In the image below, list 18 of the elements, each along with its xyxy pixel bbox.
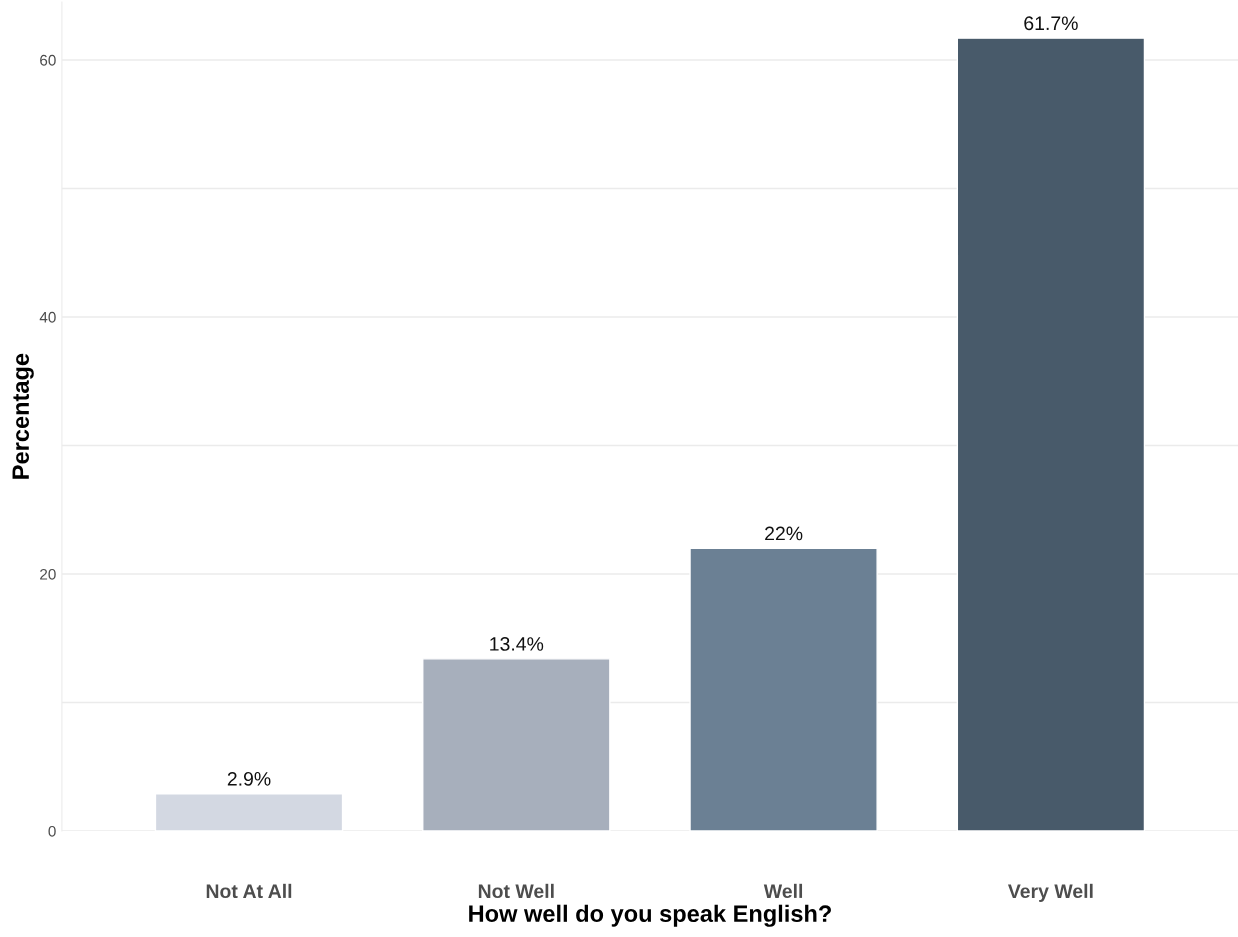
y-tick-label: 60 — [40, 54, 56, 66]
data-label: 2.9% — [227, 771, 271, 786]
bar — [154, 793, 344, 832]
x-tick-label: Not Well — [478, 883, 554, 899]
data-label: 13.4% — [490, 637, 544, 651]
data-label: 22% — [765, 526, 803, 541]
x-tick-label: Very Well — [1007, 883, 1093, 902]
bar — [689, 547, 878, 832]
bar — [422, 658, 611, 832]
x-axis-title: How well do you speak English? — [469, 904, 831, 927]
y-tick-label: 40 — [39, 311, 56, 323]
y-axis-title: Percentage — [12, 353, 34, 479]
bar — [956, 37, 1146, 832]
x-tick-label: Not At All — [206, 883, 292, 899]
y-tick-label: 0 — [48, 825, 56, 837]
data-label: 61.7% — [1024, 16, 1078, 31]
x-tick-label: Well — [763, 883, 803, 899]
y-tick-label: 20 — [40, 568, 56, 580]
